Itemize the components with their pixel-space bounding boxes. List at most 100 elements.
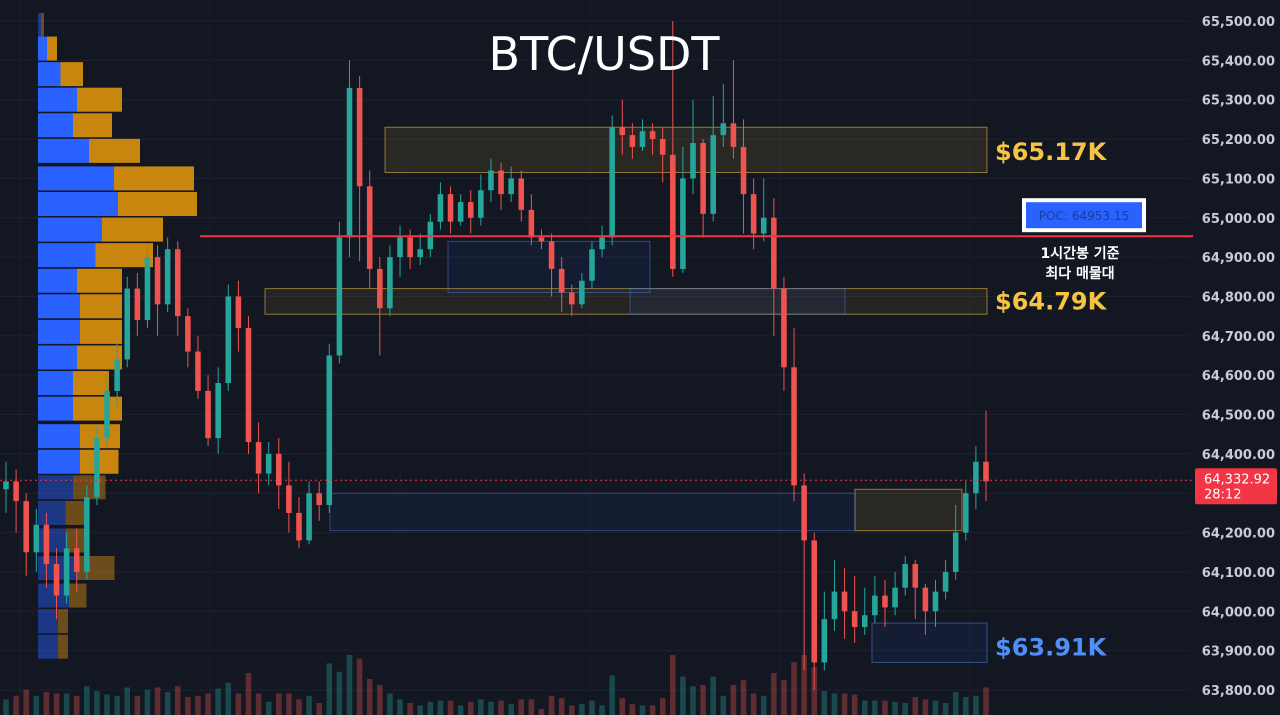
profile-sell-bar [58,634,68,659]
volume-bar [872,700,878,715]
volume-bar [952,692,959,715]
profile-sell-bar [102,217,163,242]
price-tick-label: 64,500.00 [1202,409,1275,424]
volume-bar [841,693,848,715]
volume-bar [346,655,353,715]
candle-body [831,591,838,620]
price-tick-label: 64,000.00 [1202,605,1275,620]
volume-bar [73,695,80,715]
candle-body [882,595,888,608]
candle-body [356,87,363,187]
volume-bar [377,685,383,715]
price-axis[interactable]: 65,500.00 65,400.00 65,300.00 65,200.00 65,1… [1193,0,1280,715]
volume-bar [134,695,141,715]
candle-body [730,123,737,147]
candle-body [619,127,626,136]
candle-body [245,327,252,443]
candle-body [225,296,232,384]
candle-body [710,135,716,214]
volume-bar [508,704,514,715]
candlesticks [3,21,989,690]
volume-bar [427,701,434,715]
volume-bar [750,693,757,715]
candle-body [377,268,383,309]
profile-buy-bar [38,268,77,293]
volume-bar [63,693,70,715]
candle-body [104,390,110,439]
volume-bar [861,700,868,715]
candle-body [942,571,949,592]
candle-body [43,524,50,565]
volume-bar [670,655,676,715]
volume-bar [23,689,29,715]
volume-bar [417,705,424,715]
volume-bar [609,675,615,715]
profile-buy-bar [38,191,118,216]
price-tick-label: 64,100.00 [1202,566,1275,581]
supply-zone [264,288,988,315]
profile-sell-bar [77,268,122,293]
volume-bar [983,687,989,715]
zone-price-label: $63.91K [995,634,1108,662]
volume-bar [599,705,605,715]
profile-buy-bar [38,12,41,37]
candle-body [3,481,9,490]
volume-bar [124,687,131,715]
zone-price-label: $65.17K [995,138,1108,166]
volume-bar [579,704,585,715]
volume-bar [629,704,636,715]
candle-body [932,591,939,612]
candle-body [518,178,525,210]
candle-body [801,485,807,541]
candle-body [821,619,828,663]
volume-bar [286,693,292,715]
candle-body [720,123,727,136]
volume-bar [296,699,302,715]
volume-bar [488,701,494,715]
profile-buy-bar [38,138,89,163]
candle-body [437,194,444,222]
volume-bar [84,686,90,715]
zone-labels: $65.17K $64.79K $63.91K [995,138,1108,662]
volume-bar [265,701,272,715]
volume-bar [336,671,343,715]
volume-bar [932,700,939,715]
candle-body [760,217,767,234]
candle-body [670,154,676,269]
volume-profile [38,12,197,659]
profile-sell-bar [58,609,68,634]
volume-bar [397,699,403,715]
candle-body [306,493,312,541]
profile-buy-bar [38,528,66,553]
volume-bar [619,698,626,715]
candle-body [528,209,535,238]
volume-bar [851,694,858,715]
candle-body [902,564,908,588]
candle-body [63,548,70,596]
profile-buy-bar [38,424,80,449]
candle-body [73,548,80,572]
price-tick-label: 65,500.00 [1202,15,1275,30]
candle-body [922,587,929,612]
volume-bar [973,695,979,715]
candle-body [33,524,40,553]
candle-body [740,146,747,195]
candle-body [296,512,302,541]
volume-bar [13,695,19,715]
price-tick-label: 64,900.00 [1202,251,1275,266]
candle-body [659,139,666,155]
volume-bar [33,695,40,715]
volume-bar [639,705,646,715]
volume-bar [195,695,201,715]
poc-label: POC: 64953.15 [1039,209,1129,223]
chart-title: BTC/USDT [489,27,721,81]
candle-body [488,170,494,191]
volume-bar [437,700,444,715]
volume-bar [326,663,333,715]
profile-sell-bar [80,294,122,319]
profile-sell-bar [80,319,122,344]
price-tick-label: 64,200.00 [1202,527,1275,542]
volume-bar [498,700,504,715]
